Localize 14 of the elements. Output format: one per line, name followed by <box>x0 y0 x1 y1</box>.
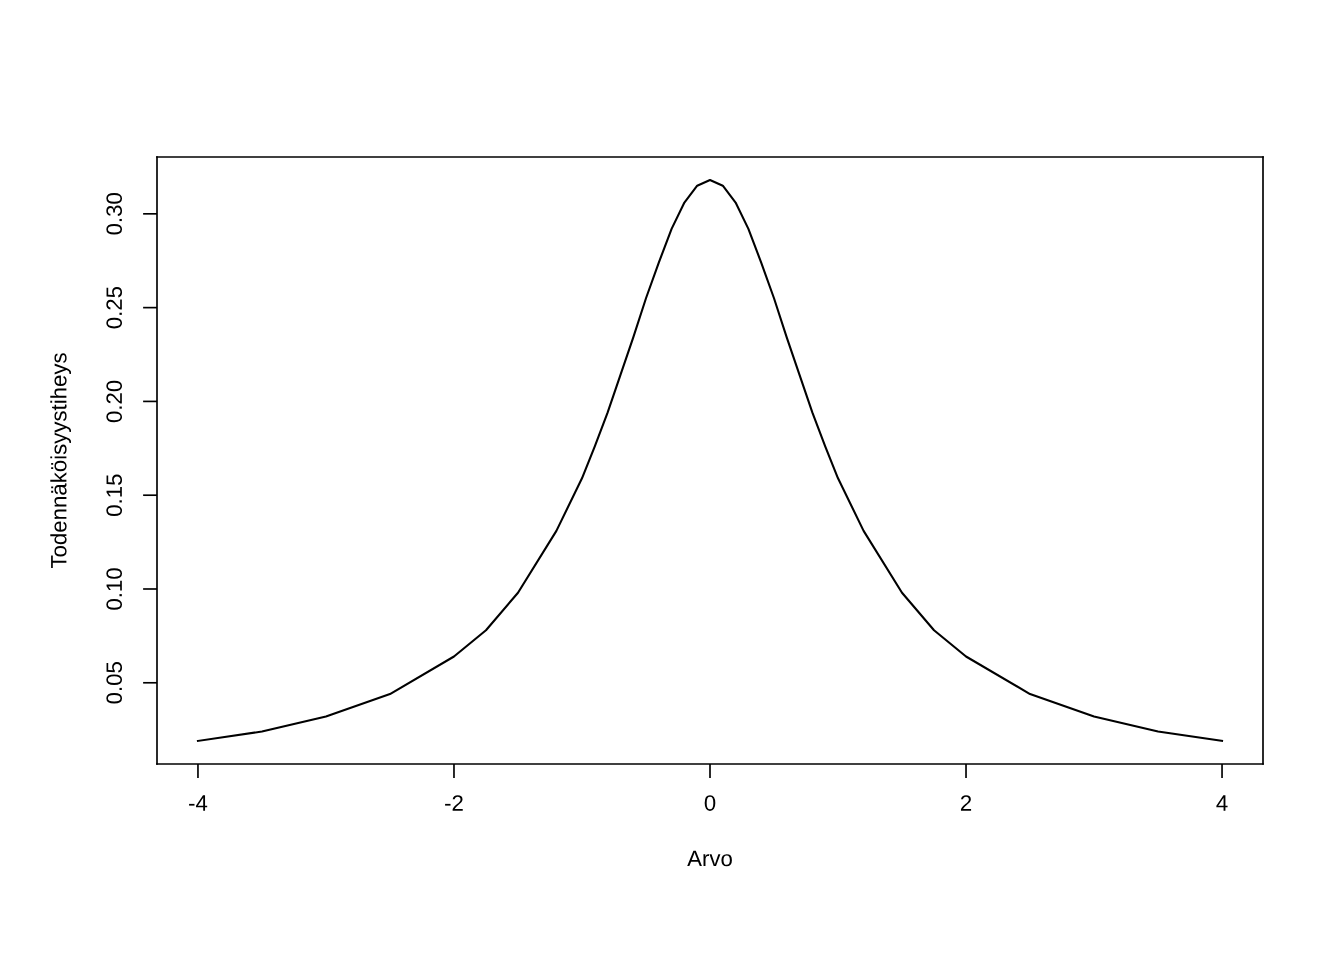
y-tick-label: 0.30 <box>106 193 123 235</box>
y-tick-label: 0.20 <box>106 380 123 423</box>
x-tick-label: -4 <box>189 795 208 811</box>
line-series <box>196 179 1224 742</box>
x-tick-label: 4 <box>1216 795 1228 811</box>
x-axis-title: Arvo <box>687 850 732 867</box>
x-tick-label: 2 <box>960 795 972 811</box>
y-tick-label: 0.15 <box>106 474 123 516</box>
y-tick-label: 0.10 <box>106 568 123 610</box>
x-tick-label: -2 <box>445 795 463 811</box>
y-tick-label: 0.05 <box>106 662 123 704</box>
y-tick-label: 0.25 <box>106 286 123 329</box>
y-axis-title: Todennäköisyystiheys <box>50 353 72 569</box>
x-tick-label: 0 <box>704 795 716 811</box>
